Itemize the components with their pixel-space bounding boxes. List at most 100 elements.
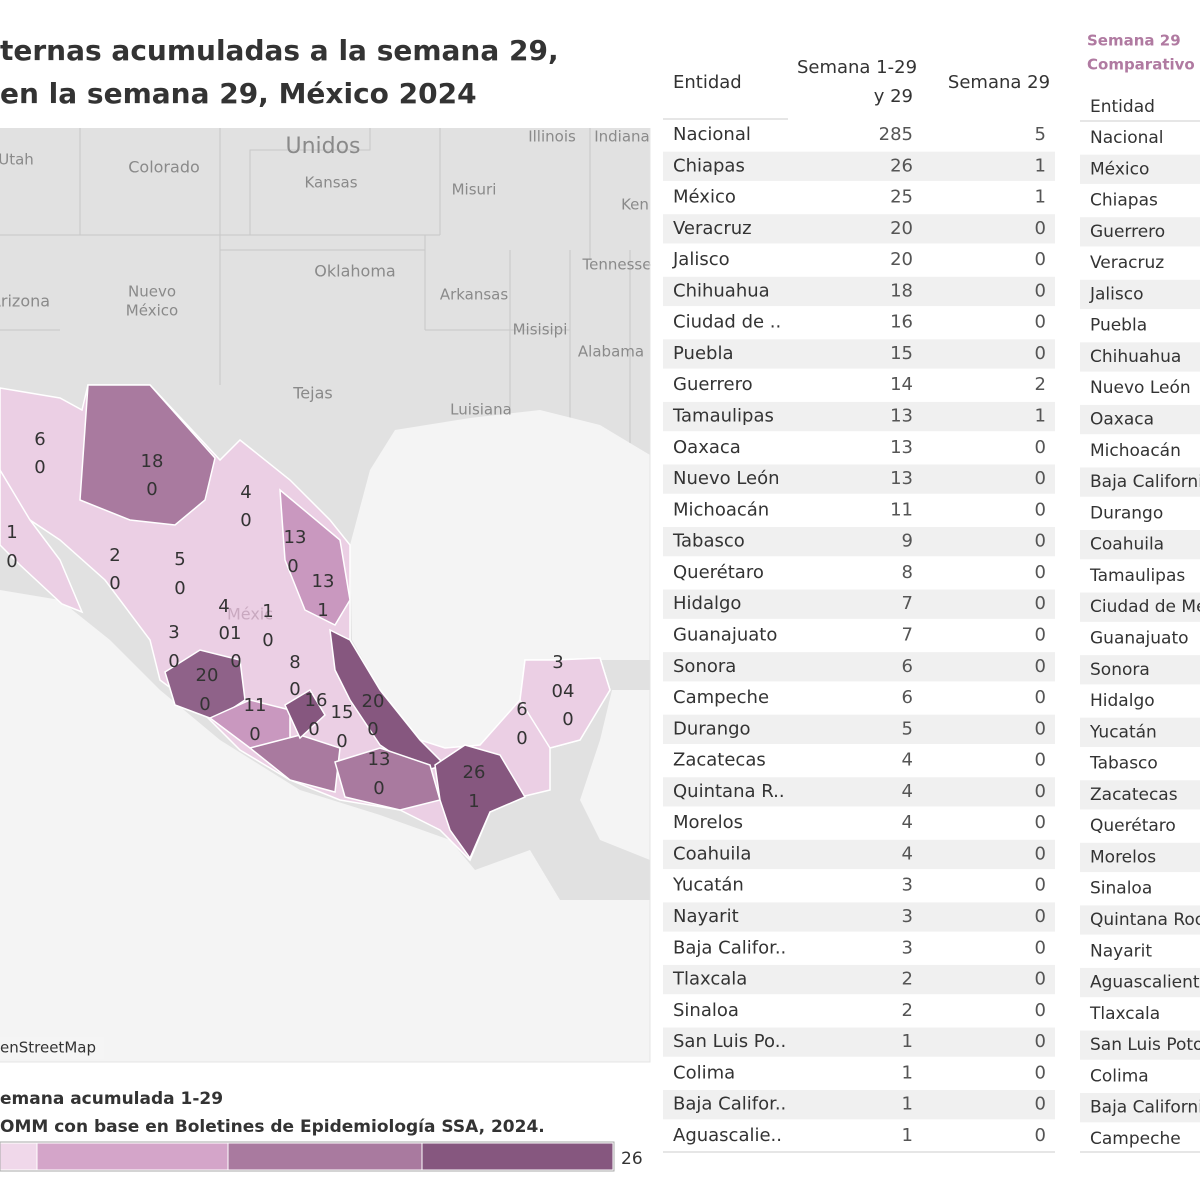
attribution-box <box>0 1037 104 1059</box>
place-label: Kansas <box>304 174 357 192</box>
comparison-table: Semana 29 Comparativo a Entidad Nacional… <box>1080 32 1200 1153</box>
state-name: Morelos <box>673 812 743 833</box>
row-stripe <box>663 464 1055 494</box>
state-value: 04 <box>552 681 575 702</box>
cumulative-cases: 6 <box>902 656 913 677</box>
legend-swatch <box>227 1142 423 1171</box>
state-name: Baja Californi <box>1090 1098 1200 1118</box>
week-cases: 0 <box>1035 437 1046 458</box>
state-name: Oaxaca <box>673 437 741 458</box>
legend-title: emana acumulada 1-29 <box>0 1089 223 1109</box>
week-cases: 0 <box>1035 624 1046 645</box>
state-name: Baja Californi <box>1090 472 1200 492</box>
cumulative-cases: 2 <box>902 969 913 990</box>
nuevo-leon-tamaulipas <box>279 488 351 626</box>
state-name: San Luis Poto <box>1090 1035 1200 1055</box>
state-name: Hidalgo <box>673 593 741 614</box>
place-label: Tejas <box>292 384 332 403</box>
gulf-of-mexico <box>350 410 650 748</box>
week-cases: 0 <box>1035 750 1046 771</box>
week-cases: 1 <box>1035 187 1046 208</box>
week-cases: 0 <box>1035 1000 1046 1021</box>
row-stripe <box>1080 530 1200 560</box>
state-name: Chiapas <box>1090 191 1158 211</box>
row-stripe <box>1080 717 1200 747</box>
week-cases: 1 <box>1035 155 1046 176</box>
cumulative-cases: 3 <box>902 937 913 958</box>
row-stripe <box>1080 404 1200 435</box>
state-value: 0 <box>516 728 527 749</box>
week-cases: 0 <box>1035 499 1046 520</box>
cumulative-cases: 15 <box>890 343 913 364</box>
state-value: 0 <box>287 556 298 577</box>
state-value: 01 <box>219 623 242 644</box>
place-label: Illinois <box>528 128 576 146</box>
state-value: 6 <box>34 429 45 450</box>
chiapas <box>434 744 527 860</box>
cumulative-cases: 4 <box>902 750 913 771</box>
state-name: Quintana Roo <box>1090 910 1200 930</box>
state-value: 26 <box>463 762 486 783</box>
yucatan-peninsula <box>519 657 611 749</box>
place-label: Misuri <box>452 181 497 199</box>
place-label: Oklahoma <box>314 262 395 281</box>
state-value: 0 <box>262 630 273 651</box>
legend-swatch <box>36 1142 229 1171</box>
state-value: 13 <box>368 749 391 770</box>
table2-title: Comparativo a <box>1087 56 1200 74</box>
state-value: 3 <box>552 652 563 673</box>
state-name: Coahuila <box>1090 535 1164 555</box>
row-stripe <box>663 839 1055 870</box>
state-value: 1 <box>6 522 17 543</box>
pacific-ocean <box>0 590 650 1062</box>
mexico-states <box>0 384 611 862</box>
cumulative-cases: 1 <box>902 1062 913 1083</box>
cumulative-cases: 9 <box>902 531 913 552</box>
week-cases: 0 <box>1035 687 1046 708</box>
row-stripe <box>663 777 1055 807</box>
state-value: 1 <box>262 601 273 622</box>
place-label: Arkansas <box>440 286 509 304</box>
state-value: 0 <box>199 694 210 715</box>
place-label: Luisiana <box>450 401 512 419</box>
state-value: 4 <box>218 596 229 617</box>
title-line: en la semana 29, México 2024 <box>0 77 477 110</box>
state-name: Michoacán <box>1090 441 1181 461</box>
state-name: Campeche <box>1090 1129 1181 1149</box>
state-name: Colima <box>673 1062 735 1083</box>
state-name: Sinaloa <box>1090 879 1152 899</box>
state-name: Chiapas <box>673 155 745 176</box>
week-cases: 0 <box>1035 1125 1046 1146</box>
state-name: Zacatecas <box>1090 785 1178 805</box>
state-name: Puebla <box>673 343 733 364</box>
state-name: Michoacán <box>673 499 769 520</box>
title-line: ternas acumuladas a la semana 29, <box>0 34 559 67</box>
us-borders <box>0 128 631 600</box>
place-label: Ken <box>621 196 649 214</box>
cumulative-cases: 4 <box>902 812 913 833</box>
cumulative-cases: 4 <box>902 781 913 802</box>
row-stripe <box>663 401 1055 432</box>
state-name: Quintana R.. <box>673 781 785 802</box>
place-label: México <box>126 302 178 320</box>
row-stripe <box>1080 842 1200 873</box>
week-cases: 0 <box>1035 218 1046 239</box>
row-stripe <box>663 276 1055 307</box>
state-value: 4 <box>240 482 251 503</box>
state-value: 5 <box>174 549 185 570</box>
chihuahua <box>79 384 216 526</box>
row-stripe <box>663 339 1055 369</box>
state-name: Guerrero <box>673 374 753 395</box>
week-cases: 0 <box>1035 249 1046 270</box>
state-name: Oaxaca <box>1090 410 1154 430</box>
state-value: 0 <box>146 479 157 500</box>
state-name: Baja Califor.. <box>673 1094 786 1115</box>
week-cases: 0 <box>1035 562 1046 583</box>
place-label: Arizona <box>0 292 50 311</box>
place-label: Utah <box>0 151 34 169</box>
state-name: Chihuahua <box>673 280 770 301</box>
cumulative-cases: 26 <box>890 155 913 176</box>
cumulative-cases: 2 <box>902 1000 913 1021</box>
week-cases: 0 <box>1035 656 1046 677</box>
cumulative-cases: 1 <box>902 1125 913 1146</box>
